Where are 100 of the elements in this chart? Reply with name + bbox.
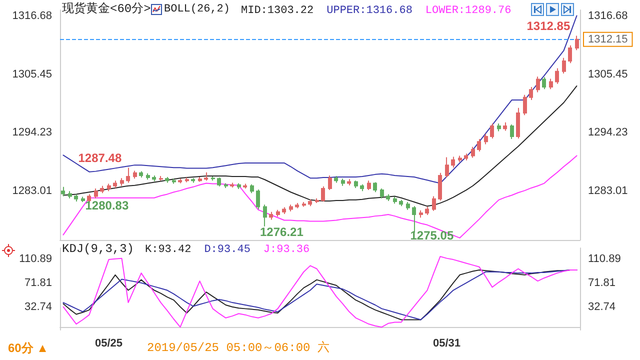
candlestick xyxy=(386,194,390,202)
candlestick xyxy=(139,170,143,178)
candlestick xyxy=(276,209,280,218)
line-series xyxy=(62,256,578,328)
y-tick-label: 1316.68 xyxy=(12,10,52,22)
annotation: 1312.85 xyxy=(526,18,570,33)
candlestick xyxy=(61,186,65,197)
candlestick xyxy=(510,124,514,140)
candlestick xyxy=(68,190,72,199)
candlestick xyxy=(133,170,137,180)
candlestick xyxy=(302,202,306,208)
y2-tick-label: 1283.01 xyxy=(588,185,628,198)
candlestick xyxy=(315,198,319,204)
candlestick xyxy=(458,155,462,162)
y-tick-label: 71.81 xyxy=(24,277,52,290)
candlestick xyxy=(360,184,364,192)
candlestick xyxy=(289,204,293,212)
text: LOWER:1289.76 xyxy=(425,5,512,17)
candlestick xyxy=(380,188,384,199)
candlestick xyxy=(230,182,234,188)
candlestick xyxy=(211,176,215,182)
x-tick-label: 05/31 xyxy=(432,338,461,350)
candlestick xyxy=(237,182,241,190)
candlestick xyxy=(393,196,397,204)
y-tick-label: 1294.23 xyxy=(12,126,52,139)
candlestick xyxy=(113,180,117,188)
candlestick xyxy=(445,156,449,178)
candlestick xyxy=(555,68,559,84)
candlestick xyxy=(250,184,254,194)
y2-tick-label: 71.81 xyxy=(588,277,616,290)
candlestick xyxy=(367,180,371,191)
candlestick xyxy=(74,194,78,202)
candlestick xyxy=(341,178,345,186)
text: 2019/05/25 05:00～06:00 六 xyxy=(147,340,330,355)
candlestick xyxy=(87,194,91,203)
candlestick xyxy=(191,178,195,184)
candlestick xyxy=(438,172,442,201)
candlestick xyxy=(198,176,202,182)
x-tick-label: 05/25 xyxy=(94,338,123,350)
candlestick xyxy=(451,156,455,168)
candlestick xyxy=(412,206,416,233)
candlestick xyxy=(172,178,176,184)
candlestick xyxy=(419,210,423,218)
candlestick xyxy=(269,211,273,220)
candlestick xyxy=(575,35,579,51)
candlestick xyxy=(107,183,111,192)
candlestick xyxy=(295,202,299,209)
candlestick xyxy=(516,107,520,140)
chart-subtitle: BOLL(26,2) xyxy=(164,4,230,16)
annotation: 1276.21 xyxy=(260,225,304,239)
candlestick xyxy=(354,180,358,188)
candlestick xyxy=(373,182,377,193)
candlestick xyxy=(185,177,189,183)
candlestick xyxy=(432,196,436,212)
candlestick xyxy=(562,57,566,74)
y2-tick-label: 32.74 xyxy=(588,301,616,314)
candlestick xyxy=(263,204,267,227)
candlestick xyxy=(490,122,494,140)
annotation: 1275.05 xyxy=(410,228,454,242)
candlestick xyxy=(347,178,351,186)
candlestick xyxy=(224,182,228,188)
candlestick xyxy=(204,172,208,182)
candlestick xyxy=(120,178,124,186)
candlestick xyxy=(321,186,325,202)
candlestick xyxy=(536,76,540,93)
y-tick-label: 1305.45 xyxy=(12,68,52,80)
chart-title: 现货黄金<60分> xyxy=(62,2,151,16)
candlestick xyxy=(529,86,533,101)
chart-title: KDJ(9,3,3) xyxy=(62,242,134,256)
line-series xyxy=(62,155,578,238)
text: D:93.45 xyxy=(204,244,250,256)
candlestick xyxy=(256,189,260,210)
y2-tick-label: 1316.68 xyxy=(588,10,628,22)
candlestick xyxy=(328,174,332,191)
y-tick-label: 110.89 xyxy=(19,253,52,265)
candlestick xyxy=(217,177,221,187)
annotation: 1280.83 xyxy=(85,198,129,212)
ref-line-label: 1312.15 xyxy=(588,33,628,46)
candlestick xyxy=(126,167,130,184)
candlestick xyxy=(477,138,481,152)
candlestick xyxy=(152,174,156,182)
candlestick xyxy=(497,122,501,132)
candlestick xyxy=(282,206,286,214)
y2-tick-label: 110.89 xyxy=(588,253,621,265)
candlestick xyxy=(159,175,163,182)
candlestick xyxy=(308,198,312,207)
candlestick xyxy=(178,178,182,184)
text: UPPER:1316.68 xyxy=(326,5,412,17)
candlestick xyxy=(425,206,429,216)
candlestick xyxy=(549,78,553,90)
text: MID:1303.22 xyxy=(241,5,314,17)
candlestick xyxy=(243,183,247,189)
candlestick xyxy=(471,146,475,158)
candlestick xyxy=(542,76,546,90)
annotation: 1287.48 xyxy=(78,150,122,165)
candlestick xyxy=(523,94,527,116)
candlestick xyxy=(100,185,104,194)
candlestick xyxy=(399,199,403,207)
y-tick-label: 32.74 xyxy=(24,301,52,314)
series-label: J:93.36 xyxy=(263,244,310,256)
